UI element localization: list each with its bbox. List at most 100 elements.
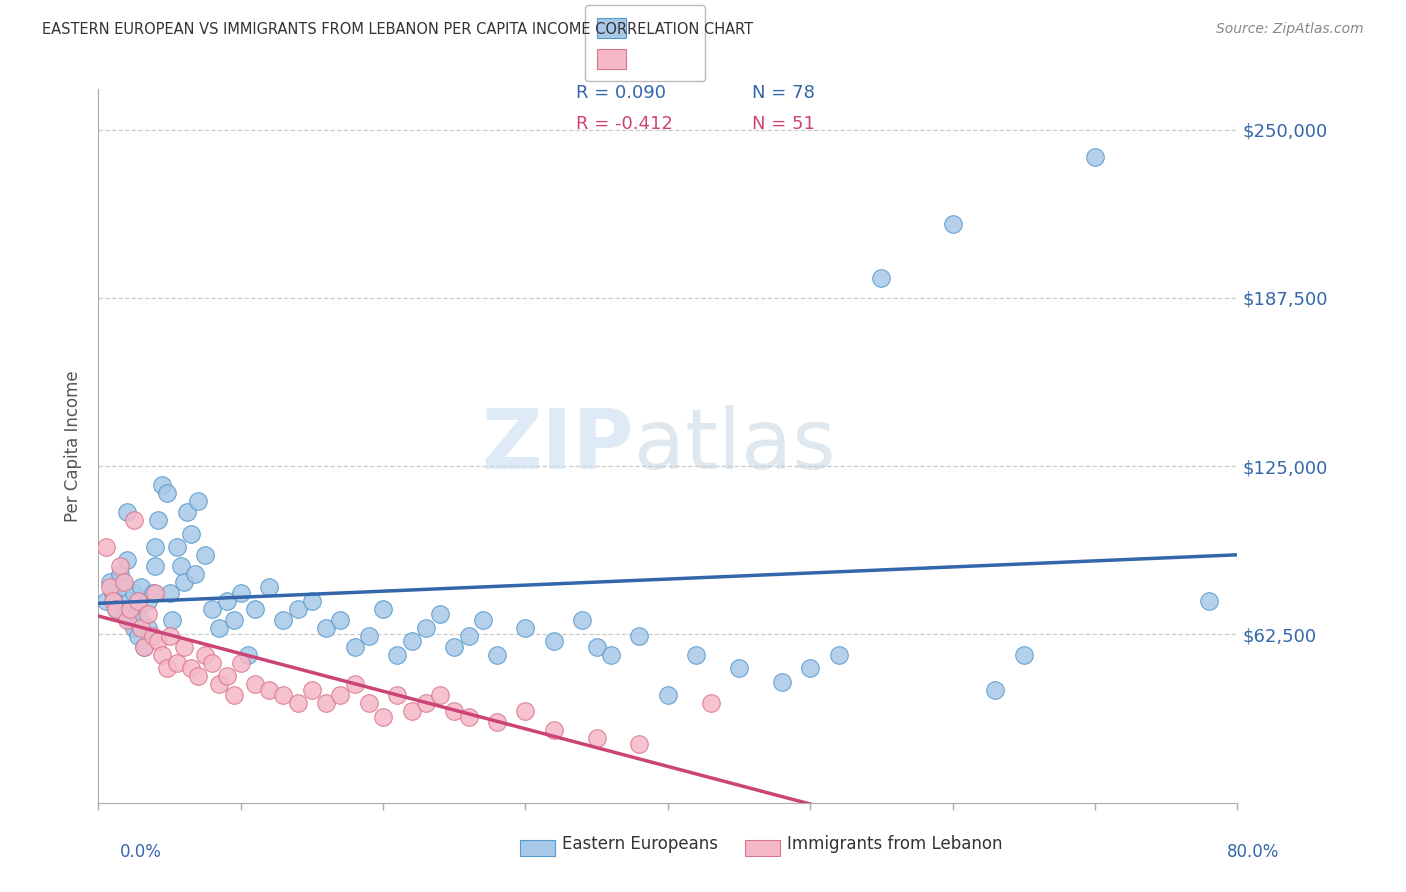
- Point: [115, 553, 138, 567]
- Point: [187, 669, 209, 683]
- Point: [301, 594, 323, 608]
- Point: [870, 270, 893, 285]
- Point: [101, 586, 124, 600]
- Text: N = 78: N = 78: [752, 84, 815, 102]
- Point: [180, 526, 202, 541]
- Point: [208, 677, 231, 691]
- Point: [152, 648, 174, 662]
- Point: [329, 613, 352, 627]
- Point: [301, 682, 323, 697]
- Point: [94, 540, 117, 554]
- Point: [343, 640, 366, 654]
- Point: [180, 661, 202, 675]
- Point: [657, 688, 679, 702]
- Point: [104, 602, 127, 616]
- Point: [159, 586, 181, 600]
- Point: [543, 634, 565, 648]
- Point: [315, 696, 337, 710]
- Point: [415, 621, 437, 635]
- Point: [728, 661, 751, 675]
- Point: [98, 574, 121, 589]
- Point: [152, 478, 174, 492]
- Point: [118, 602, 141, 616]
- Point: [115, 505, 138, 519]
- Point: [229, 656, 252, 670]
- Legend:           ,           : ,: [585, 5, 706, 81]
- Point: [127, 629, 149, 643]
- Point: [243, 602, 266, 616]
- Text: R = -0.412: R = -0.412: [576, 115, 673, 133]
- Point: [215, 594, 238, 608]
- Point: [129, 621, 152, 635]
- Point: [156, 486, 179, 500]
- Point: [166, 540, 188, 554]
- Point: [201, 656, 224, 670]
- Point: [429, 607, 451, 622]
- Point: [984, 682, 1007, 697]
- Text: N = 51: N = 51: [752, 115, 815, 133]
- Point: [828, 648, 851, 662]
- Point: [108, 566, 131, 581]
- Text: 0.0%: 0.0%: [120, 843, 162, 861]
- Point: [443, 704, 465, 718]
- Point: [127, 602, 149, 616]
- Point: [600, 648, 623, 662]
- Point: [170, 558, 193, 573]
- Point: [108, 558, 131, 573]
- Point: [184, 566, 207, 581]
- Point: [145, 540, 167, 554]
- Point: [401, 704, 423, 718]
- Point: [194, 648, 217, 662]
- Point: [94, 594, 117, 608]
- Point: [173, 574, 195, 589]
- Point: [585, 640, 607, 654]
- Point: [236, 648, 259, 662]
- Point: [122, 513, 145, 527]
- Point: [115, 613, 138, 627]
- Point: [486, 714, 509, 729]
- Point: [628, 737, 651, 751]
- Point: [112, 580, 135, 594]
- Point: [373, 709, 395, 723]
- Point: [222, 688, 245, 702]
- Point: [132, 640, 155, 654]
- Point: [343, 677, 366, 691]
- Point: [148, 634, 170, 648]
- Point: [118, 594, 141, 608]
- Point: [122, 586, 145, 600]
- Point: [585, 731, 607, 746]
- Point: [1012, 648, 1035, 662]
- Point: [208, 621, 231, 635]
- Point: [176, 505, 198, 519]
- Text: 80.0%: 80.0%: [1227, 843, 1279, 861]
- Point: [1084, 149, 1107, 163]
- Point: [101, 594, 124, 608]
- Point: [685, 648, 707, 662]
- Text: EASTERN EUROPEAN VS IMMIGRANTS FROM LEBANON PER CAPITA INCOME CORRELATION CHART: EASTERN EUROPEAN VS IMMIGRANTS FROM LEBA…: [42, 22, 754, 37]
- Text: ZIP: ZIP: [481, 406, 634, 486]
- Point: [373, 602, 395, 616]
- Point: [129, 580, 152, 594]
- Point: [273, 688, 295, 702]
- Point: [98, 580, 121, 594]
- Point: [486, 648, 509, 662]
- Point: [543, 723, 565, 737]
- Point: [156, 661, 179, 675]
- Point: [118, 613, 141, 627]
- Point: [699, 696, 721, 710]
- Point: [515, 621, 537, 635]
- Point: [329, 688, 352, 702]
- Point: [148, 513, 170, 527]
- Point: [243, 677, 266, 691]
- Point: [159, 629, 181, 643]
- Text: atlas: atlas: [634, 406, 835, 486]
- Point: [145, 586, 167, 600]
- Point: [315, 621, 337, 635]
- Point: [357, 696, 380, 710]
- Point: [942, 217, 965, 231]
- Point: [132, 640, 155, 654]
- Point: [571, 613, 593, 627]
- Point: [799, 661, 821, 675]
- Point: [259, 682, 281, 697]
- Point: [127, 594, 149, 608]
